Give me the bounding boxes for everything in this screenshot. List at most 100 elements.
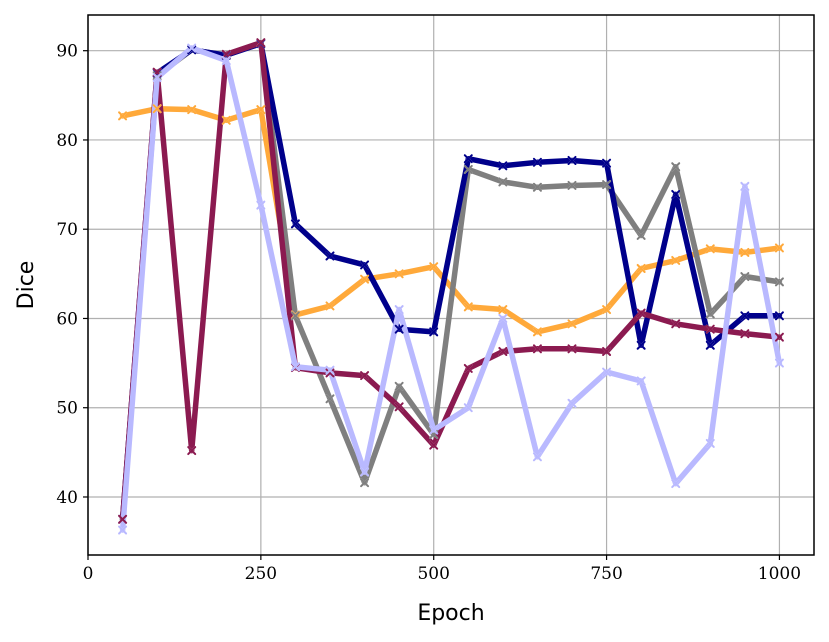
series-5-markers bbox=[118, 43, 784, 535]
data-point bbox=[705, 340, 715, 350]
series-2-markers bbox=[118, 38, 784, 524]
data-point bbox=[671, 319, 681, 329]
data-point bbox=[705, 244, 715, 254]
data-point bbox=[394, 381, 404, 391]
data-point bbox=[705, 309, 715, 319]
data-point bbox=[671, 255, 681, 265]
data-point bbox=[740, 181, 750, 191]
series-5-line bbox=[119, 45, 783, 533]
data-point bbox=[290, 219, 300, 229]
data-point bbox=[705, 324, 715, 334]
data-point bbox=[118, 525, 128, 535]
data-point bbox=[187, 105, 197, 115]
data-point bbox=[463, 154, 473, 164]
data-point bbox=[394, 324, 404, 334]
data-point bbox=[360, 478, 370, 488]
data-point bbox=[740, 272, 750, 282]
data-point bbox=[636, 340, 646, 350]
data-point bbox=[532, 327, 542, 337]
x-tick-label: 500 bbox=[417, 564, 449, 584]
data-point bbox=[567, 319, 577, 329]
data-point bbox=[221, 49, 231, 59]
data-point bbox=[325, 394, 335, 404]
data-point bbox=[429, 327, 439, 337]
y-tick-label: 90 bbox=[56, 42, 78, 62]
data-point bbox=[187, 45, 197, 55]
data-point bbox=[498, 161, 508, 171]
series-lines bbox=[119, 39, 783, 533]
data-point bbox=[602, 158, 612, 168]
data-point bbox=[532, 344, 542, 354]
data-point bbox=[325, 301, 335, 311]
data-point bbox=[463, 363, 473, 373]
data-point bbox=[325, 251, 335, 261]
data-point bbox=[774, 243, 784, 253]
data-point bbox=[532, 452, 542, 462]
axis-ticks: 0 250 500 750 1000 40 50 60 70 80 90 bbox=[56, 42, 801, 584]
data-point bbox=[256, 38, 266, 48]
data-point bbox=[567, 344, 577, 354]
data-point bbox=[636, 376, 646, 386]
data-point bbox=[532, 157, 542, 167]
data-point bbox=[567, 155, 577, 165]
series-markers bbox=[118, 38, 784, 535]
data-point bbox=[740, 311, 750, 321]
data-point bbox=[636, 263, 646, 273]
data-point bbox=[394, 402, 404, 412]
x-tick-label: 1000 bbox=[758, 564, 801, 584]
data-point bbox=[290, 311, 300, 321]
y-tick-label: 80 bbox=[56, 131, 78, 151]
data-point bbox=[221, 115, 231, 125]
data-point bbox=[740, 329, 750, 339]
data-point bbox=[532, 182, 542, 192]
data-point bbox=[671, 162, 681, 172]
data-point bbox=[463, 164, 473, 174]
data-point bbox=[498, 177, 508, 187]
data-point bbox=[602, 180, 612, 190]
data-point bbox=[221, 56, 231, 66]
data-point bbox=[498, 313, 508, 323]
y-tick-label: 50 bbox=[56, 399, 78, 419]
data-point bbox=[360, 260, 370, 270]
data-point bbox=[187, 43, 197, 53]
data-point bbox=[118, 514, 128, 524]
data-point bbox=[325, 368, 335, 378]
data-point bbox=[325, 365, 335, 375]
data-point bbox=[671, 479, 681, 489]
data-point bbox=[498, 305, 508, 315]
data-point bbox=[636, 230, 646, 240]
data-point bbox=[671, 189, 681, 199]
data-point bbox=[152, 72, 162, 82]
series-4-line bbox=[119, 39, 783, 523]
data-point bbox=[429, 262, 439, 272]
plot-frame bbox=[87, 14, 815, 556]
x-tick-label: 250 bbox=[245, 564, 277, 584]
data-point bbox=[774, 358, 784, 368]
x-tick-label: 0 bbox=[83, 564, 94, 584]
y-tick-label: 60 bbox=[56, 309, 78, 329]
y-tick-label: 70 bbox=[56, 220, 78, 240]
data-point bbox=[774, 311, 784, 321]
data-point bbox=[567, 180, 577, 190]
data-point bbox=[256, 105, 266, 115]
data-point bbox=[360, 371, 370, 381]
data-point bbox=[152, 104, 162, 114]
data-point bbox=[602, 346, 612, 356]
data-point bbox=[498, 346, 508, 356]
data-point bbox=[429, 440, 439, 450]
data-point bbox=[187, 446, 197, 456]
data-point bbox=[740, 247, 750, 257]
data-point bbox=[118, 111, 128, 121]
data-point bbox=[602, 367, 612, 377]
y-tick-label: 40 bbox=[56, 488, 78, 508]
data-point bbox=[429, 425, 439, 435]
data-point bbox=[394, 305, 404, 315]
data-point bbox=[360, 274, 370, 284]
data-point bbox=[360, 467, 370, 477]
data-point bbox=[394, 269, 404, 279]
data-point bbox=[567, 398, 577, 408]
data-point bbox=[463, 302, 473, 312]
data-point bbox=[602, 305, 612, 315]
x-axis-label: Epoch bbox=[417, 601, 484, 626]
